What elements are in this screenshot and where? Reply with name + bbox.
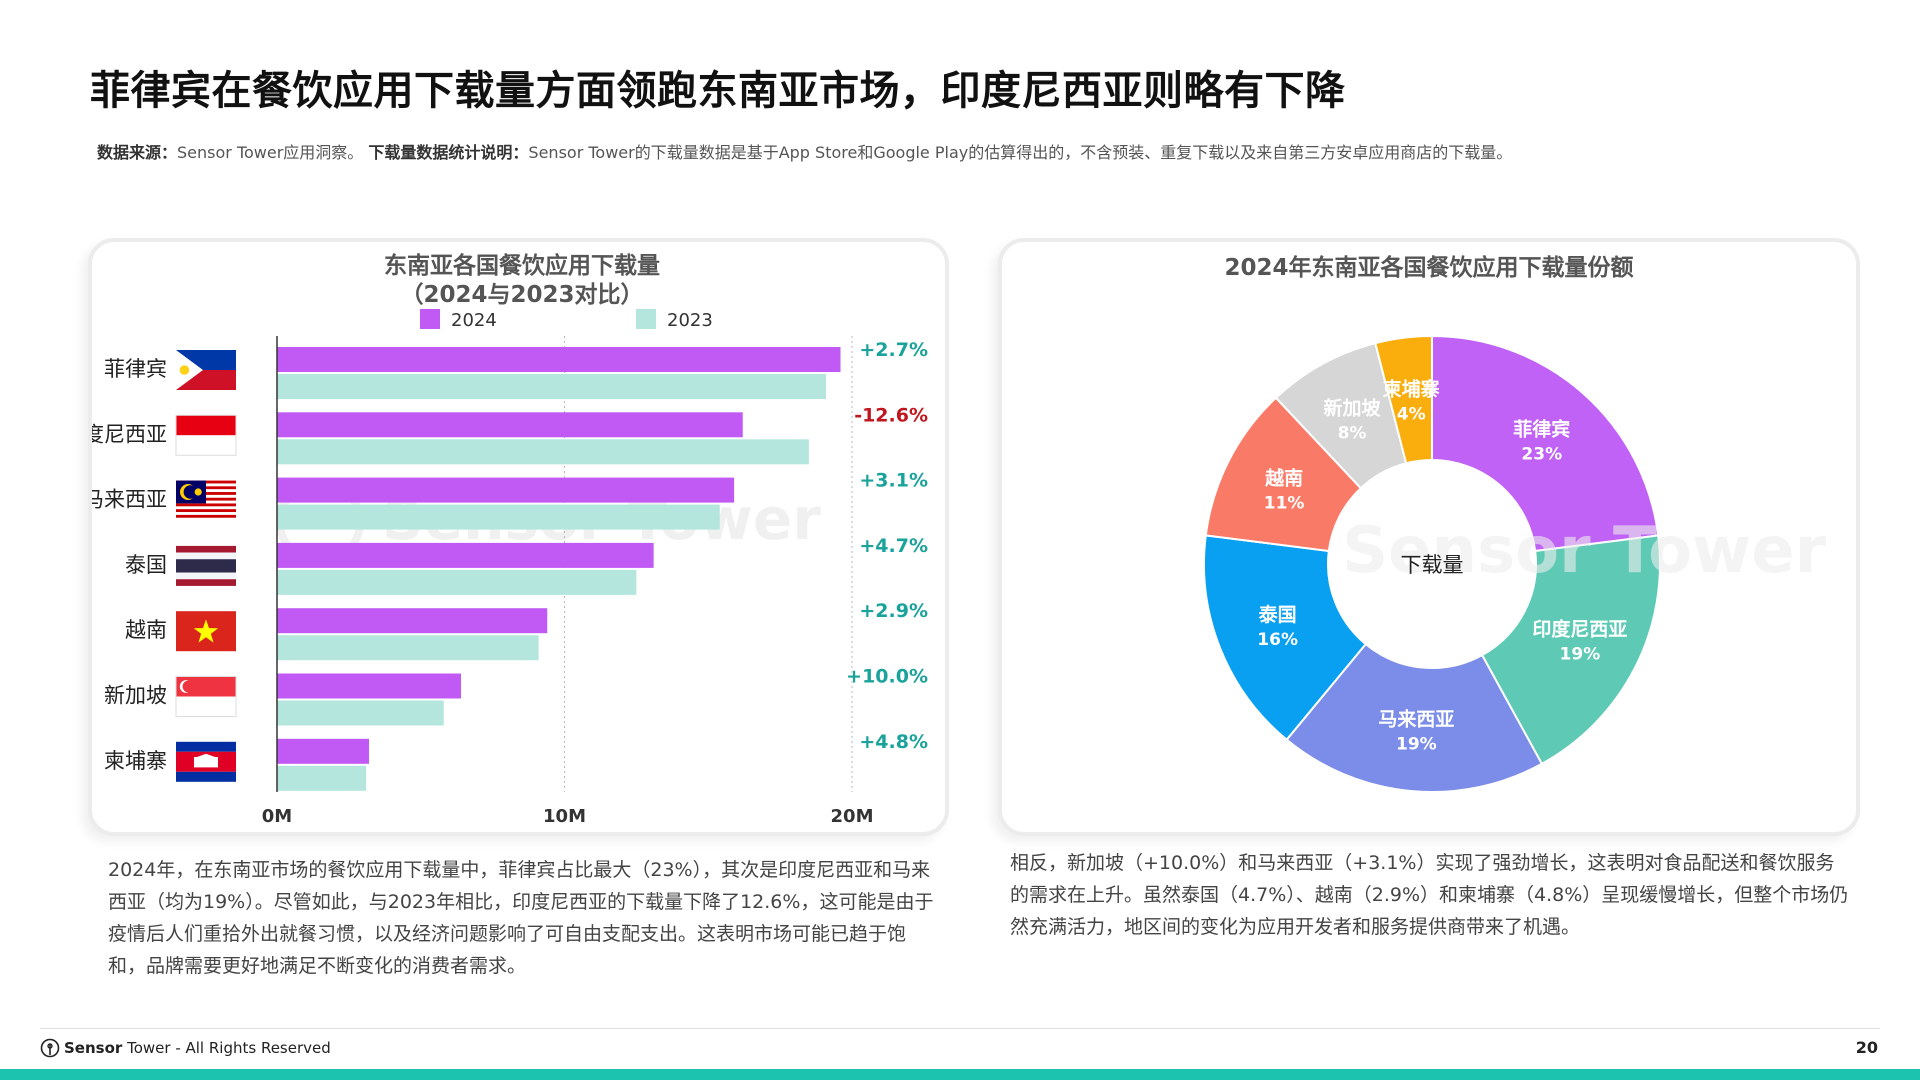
method-label: 下载量数据统计说明： bbox=[368, 143, 529, 162]
bar-2023 bbox=[277, 765, 367, 791]
donut-center-label: 下载量 bbox=[1401, 553, 1464, 577]
category-label: 印度尼西亚 bbox=[92, 422, 167, 446]
slice-value-label: 19% bbox=[1560, 644, 1601, 664]
flag-my-icon bbox=[176, 480, 236, 521]
bar-2024 bbox=[277, 477, 735, 503]
donut-slice bbox=[1431, 334, 1660, 553]
change-label: +2.9% bbox=[859, 600, 928, 622]
slice-value-label: 4% bbox=[1397, 404, 1426, 424]
flag-th-icon bbox=[176, 545, 236, 586]
bar-row: 柬埔寨 +4.8% bbox=[104, 731, 928, 791]
legend-label-2024: 2024 bbox=[451, 310, 497, 331]
category-label: 菲律宾 bbox=[104, 357, 167, 381]
category-label: 越南 bbox=[125, 618, 167, 642]
category-label: 柬埔寨 bbox=[104, 749, 167, 773]
bar-2023 bbox=[277, 635, 539, 661]
bar-2023 bbox=[277, 504, 720, 530]
bar-row: 菲律宾 +2.7% bbox=[104, 339, 928, 399]
slice-label: 越南 bbox=[1264, 467, 1303, 490]
donut-slice bbox=[1480, 534, 1661, 766]
change-label: +4.7% bbox=[859, 535, 928, 557]
donut-chart-card: 2024年东南亚各国餐饮应用下载量份额 菲律宾 23% 印度尼西亚 19% 马来西亚 19… bbox=[998, 238, 1860, 836]
bar-chart: Sensor Tower 东南亚各国餐饮应用下载量 （2024与2023对比） … bbox=[62, 252, 928, 827]
method-text: Sensor Tower的下载量数据是基于App Store和Google Pl… bbox=[528, 143, 1513, 162]
bar-2023 bbox=[277, 374, 827, 399]
change-label: +10.0% bbox=[846, 666, 928, 688]
slice-label: 菲律宾 bbox=[1513, 417, 1570, 440]
slice-value-label: 16% bbox=[1257, 630, 1298, 650]
x-tick-label: 20M bbox=[831, 806, 874, 827]
donut-chart: 2024年东南亚各国餐饮应用下载量份额 菲律宾 23% 印度尼西亚 19% 马来西亚 19… bbox=[1203, 254, 1827, 793]
slice-value-label: 8% bbox=[1338, 424, 1367, 444]
change-label: +3.1% bbox=[859, 470, 928, 492]
bar-row: 越南 +2.9% bbox=[125, 600, 928, 661]
source-text: Sensor Tower应用洞察。 bbox=[177, 143, 364, 162]
change-label: +2.7% bbox=[859, 339, 928, 361]
bar-2023 bbox=[277, 700, 444, 726]
footer-rights: - All Rights Reserved bbox=[170, 1039, 331, 1057]
bar-row: 马来西亚 +3.1% bbox=[83, 470, 928, 530]
change-label: -12.6% bbox=[854, 404, 928, 426]
bar-2023 bbox=[277, 569, 637, 595]
flag-sg-icon bbox=[175, 676, 237, 717]
bar-2024 bbox=[277, 738, 369, 764]
category-label: 泰国 bbox=[125, 553, 167, 577]
right-caption: 相反，新加坡（+10.0%）和马来西亚（+3.1%）实现了强劲增长，这表明对食品… bbox=[1010, 852, 1849, 938]
slice-label: 印度尼西亚 bbox=[1532, 617, 1627, 640]
footer-accent-bar bbox=[0, 1069, 1920, 1080]
page-number: 20 bbox=[1855, 1038, 1878, 1057]
left-caption: 2024年，在东南亚市场的餐饮应用下载量中，菲律宾占比最大（23%），其次是印度… bbox=[108, 859, 934, 977]
source-note: 数据来源：Sensor Tower应用洞察。 下载量数据统计说明：Sensor … bbox=[97, 139, 1512, 163]
bar-2024 bbox=[277, 412, 743, 438]
slice-label: 泰国 bbox=[1258, 603, 1297, 626]
flag-id-icon bbox=[175, 414, 237, 456]
footer-brand: Sensor Tower - All Rights Reserved bbox=[40, 1038, 331, 1058]
slice-value-label: 11% bbox=[1264, 494, 1305, 514]
category-label: 新加坡 bbox=[104, 684, 167, 708]
bar-row: 泰国 +4.7% bbox=[125, 535, 928, 595]
slice-label: 柬埔寨 bbox=[1383, 377, 1440, 400]
legend-label-2023: 2023 bbox=[667, 310, 713, 331]
bar-chart-title: 东南亚各国餐饮应用下载量 bbox=[384, 252, 660, 279]
bar-chart-card: Sensor Tower 东南亚各国餐饮应用下载量 （2024与2023对比） … bbox=[62, 238, 949, 836]
donut-slice bbox=[1285, 642, 1544, 793]
slice-label: 新加坡 bbox=[1324, 397, 1382, 420]
bar-2023 bbox=[277, 439, 809, 465]
donut-slice bbox=[1203, 534, 1368, 742]
source-label: 数据来源： bbox=[97, 143, 178, 162]
flag-kh-icon bbox=[176, 741, 236, 782]
category-label: 马来西亚 bbox=[92, 488, 167, 512]
donut-watermark: Sensor Tower bbox=[1342, 514, 1827, 588]
flag-ph-icon bbox=[176, 350, 236, 390]
legend-swatch-2023 bbox=[636, 309, 656, 329]
x-tick-label: 10M bbox=[543, 806, 586, 827]
change-label: +4.8% bbox=[859, 731, 928, 753]
bar-row: 新加坡 +10.0% bbox=[104, 666, 928, 726]
bar-2024 bbox=[277, 347, 841, 372]
donut-slice bbox=[1374, 334, 1433, 465]
slice-label: 马来西亚 bbox=[1378, 708, 1454, 730]
bar-2024 bbox=[277, 608, 548, 634]
flag-vn-icon bbox=[176, 611, 236, 652]
legend-swatch-2024 bbox=[420, 309, 440, 329]
bar-chart-subtitle: （2024与2023对比） bbox=[400, 281, 643, 308]
bar-2024 bbox=[277, 673, 461, 699]
sensor-tower-logo-icon bbox=[40, 1038, 60, 1058]
footer-brand-name2: Tower bbox=[127, 1039, 171, 1057]
bar-row: 印度尼西亚 -12.6% bbox=[62, 404, 928, 465]
x-tick-label: 0M bbox=[262, 806, 292, 827]
footer-brand-name: Sensor bbox=[64, 1039, 123, 1057]
slice-value-label: 19% bbox=[1396, 734, 1437, 754]
footer-divider bbox=[40, 1028, 1880, 1029]
bar-2024 bbox=[277, 542, 654, 568]
page-title: 菲律宾在餐饮应用下载量方面领跑东南亚市场，印度尼西亚则略有下降 bbox=[90, 68, 1346, 114]
donut-chart-title: 2024年东南亚各国餐饮应用下载量份额 bbox=[1224, 254, 1633, 281]
slice-value-label: 23% bbox=[1521, 444, 1562, 464]
